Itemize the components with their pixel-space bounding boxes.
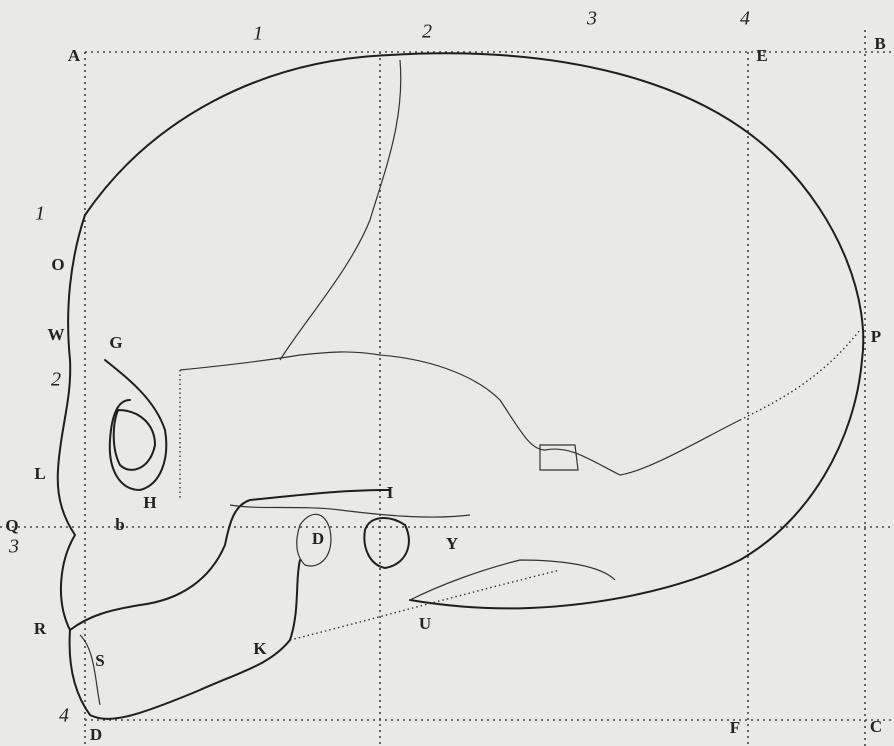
zygomatic-arch (229, 504, 471, 518)
label: L (34, 464, 45, 483)
label: 3 (586, 8, 597, 30)
coronal-suture (279, 59, 402, 361)
label: O (51, 255, 64, 274)
label: 1 (253, 23, 263, 45)
labels: A 1 2 3 4 E B 1 O W G P 2 L H I Q b D Y … (5, 8, 885, 744)
label: 2 (422, 21, 432, 43)
label: R (34, 619, 47, 638)
label: P (871, 327, 881, 346)
label: 2 (51, 369, 61, 391)
base-line (409, 559, 616, 601)
label: H (143, 493, 156, 512)
label: 4 (59, 705, 69, 727)
label: D (312, 529, 324, 548)
label: W (48, 325, 65, 344)
maxilla (69, 489, 391, 631)
label: E (756, 46, 767, 65)
label: Q (5, 516, 18, 535)
orbit-inner (112, 409, 156, 471)
label: S (95, 651, 104, 670)
fontanelle (539, 444, 579, 471)
label: 3 (8, 536, 19, 558)
squamous-suture (179, 351, 741, 476)
label: 4 (740, 8, 750, 30)
process (296, 513, 332, 567)
label: Y (446, 534, 458, 553)
label: B (874, 34, 885, 53)
label: D (90, 725, 102, 744)
reference-grid (0, 30, 894, 746)
label: K (253, 639, 267, 658)
label: G (109, 333, 122, 352)
skull-drawing (56, 52, 865, 720)
label: b (115, 515, 124, 534)
ear-opening (363, 517, 410, 569)
teeth (79, 634, 101, 706)
lambdoid-suture (739, 329, 861, 421)
label: F (730, 718, 740, 737)
cranium-outline (84, 52, 865, 610)
label: A (68, 46, 81, 65)
orbit (104, 359, 168, 491)
label: U (419, 614, 431, 633)
label: I (387, 483, 394, 502)
label: 1 (35, 203, 45, 225)
jaw-line (289, 569, 561, 641)
label: C (870, 717, 882, 736)
